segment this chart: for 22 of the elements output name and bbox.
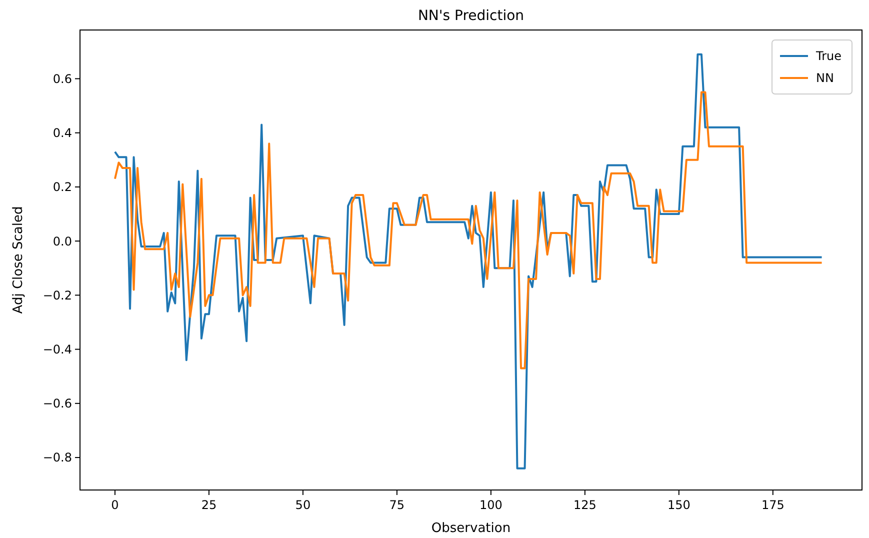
y-axis-title: Adj Close Scaled — [11, 206, 26, 314]
line-series — [114, 91, 823, 370]
x-tick-label: 25 — [201, 498, 217, 512]
x-tick-label: 50 — [295, 498, 311, 512]
legend-label: NN — [816, 71, 834, 86]
chart-title: NN's Prediction — [418, 8, 524, 24]
y-tick-label: −0.8 — [42, 450, 72, 465]
x-tick-label: 75 — [389, 498, 405, 512]
y-tick-label: 0.2 — [52, 180, 72, 194]
y-tick-label: −0.6 — [42, 396, 72, 411]
y-tick-label: −0.4 — [42, 342, 72, 356]
x-tick-label: 125 — [573, 498, 596, 512]
legend-label: True — [815, 49, 842, 64]
y-tick-label: 0.6 — [52, 72, 72, 86]
x-axis-title: Observation — [431, 521, 511, 536]
x-tick-label: 0 — [111, 498, 119, 512]
x-tick-label: 175 — [761, 498, 784, 512]
x-tick-label: 100 — [479, 498, 502, 512]
x-tick-label: 150 — [667, 498, 690, 512]
y-tick-label: −0.2 — [42, 288, 72, 302]
y-tick-label: 0.4 — [52, 126, 72, 140]
y-tick-label: 0.0 — [52, 234, 72, 248]
